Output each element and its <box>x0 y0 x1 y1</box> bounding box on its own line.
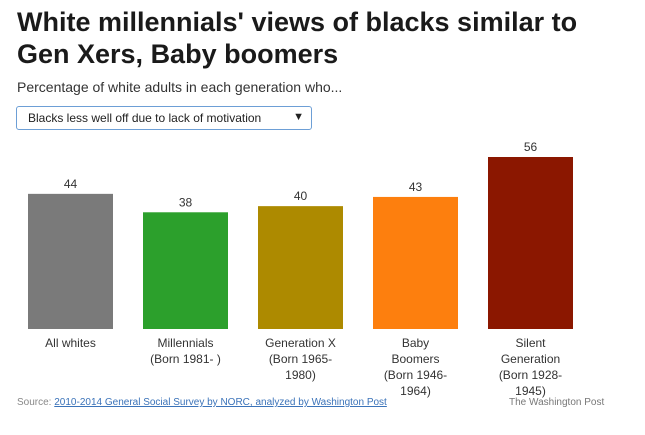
chart-title: White millennials' views of blacks simil… <box>17 7 578 69</box>
bar-1 <box>28 193 113 329</box>
category-label: All whites <box>45 336 96 350</box>
bar-4 <box>373 196 458 329</box>
question-dropdown[interactable]: Blacks less well off due to lack of moti… <box>16 106 312 130</box>
bar-3 <box>258 206 343 329</box>
source-link[interactable]: 2010-2014 General Social Survey by NORC,… <box>54 397 387 408</box>
bar-5 <box>488 157 573 329</box>
source-note: Source: 2010-2014 General Social Survey … <box>17 397 387 408</box>
chart-subtitle: Percentage of white adults in each gener… <box>17 79 343 95</box>
bar-value-label: 38 <box>179 195 193 209</box>
triangle-down-icon: ▼ <box>293 111 304 123</box>
category-label: Generation X (Born 1965-1980) <box>265 336 336 382</box>
bar-chart: 44 All whites 38 Millennials (Born 1981- ) 40… <box>28 140 573 398</box>
bar-value-label: 40 <box>294 189 308 203</box>
dropdown-selected-value: Blacks less well off due to lack of moti… <box>28 111 262 125</box>
category-label: Silent Generation (Born 1928-1945) <box>499 336 562 398</box>
bar-2 <box>143 212 228 329</box>
category-label: Baby Boomers (Born 1946-1964) <box>384 336 447 398</box>
category-label: Millennials (Born 1981- ) <box>150 336 221 366</box>
bar-value-label: 56 <box>524 140 538 154</box>
source-prefix: Source: <box>17 397 55 408</box>
bar-value-label: 44 <box>64 177 78 191</box>
credit-text: The Washington Post <box>509 397 605 408</box>
bar-value-label: 43 <box>409 180 423 194</box>
